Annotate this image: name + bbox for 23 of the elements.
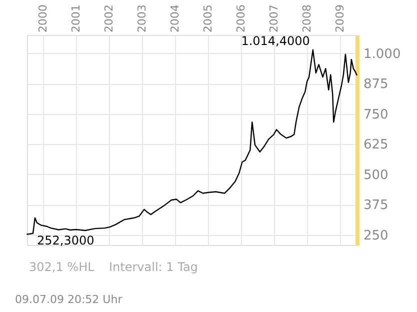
y-tick-label: 875 bbox=[364, 77, 388, 92]
x-tick-label: 2008 bbox=[300, 4, 314, 32]
x-tick-label: 2009 bbox=[333, 4, 346, 32]
y-tick-label: 500 bbox=[364, 168, 388, 183]
line-series bbox=[26, 49, 358, 235]
annotation: 1.014,4000 bbox=[241, 34, 310, 48]
y-tick-label: 750 bbox=[364, 107, 388, 122]
text: Intervall: 1 Tag bbox=[109, 260, 198, 274]
annotation: 252,3000 bbox=[37, 233, 94, 248]
x-tick-label: 2004 bbox=[168, 4, 182, 32]
x-tick-label: 2001 bbox=[69, 4, 82, 32]
x-tick-label: 2000 bbox=[36, 4, 50, 32]
x-tick-label: 2002 bbox=[102, 4, 116, 32]
y-tick-label: 375 bbox=[364, 198, 388, 214]
x-tick-label: 2005 bbox=[201, 4, 214, 32]
text: 09.07.09 20:52 Uhr bbox=[15, 293, 123, 306]
y-tick-label: 250 bbox=[364, 228, 388, 244]
x-tick-label: 2007 bbox=[267, 4, 280, 32]
y-tick-label: 1.000 bbox=[364, 46, 401, 62]
x-tick-label: 2006 bbox=[234, 4, 248, 32]
y-tick-label: 625 bbox=[364, 138, 388, 153]
text: 302,1 %HL bbox=[29, 260, 95, 274]
x-tick-label: 2003 bbox=[135, 4, 148, 32]
